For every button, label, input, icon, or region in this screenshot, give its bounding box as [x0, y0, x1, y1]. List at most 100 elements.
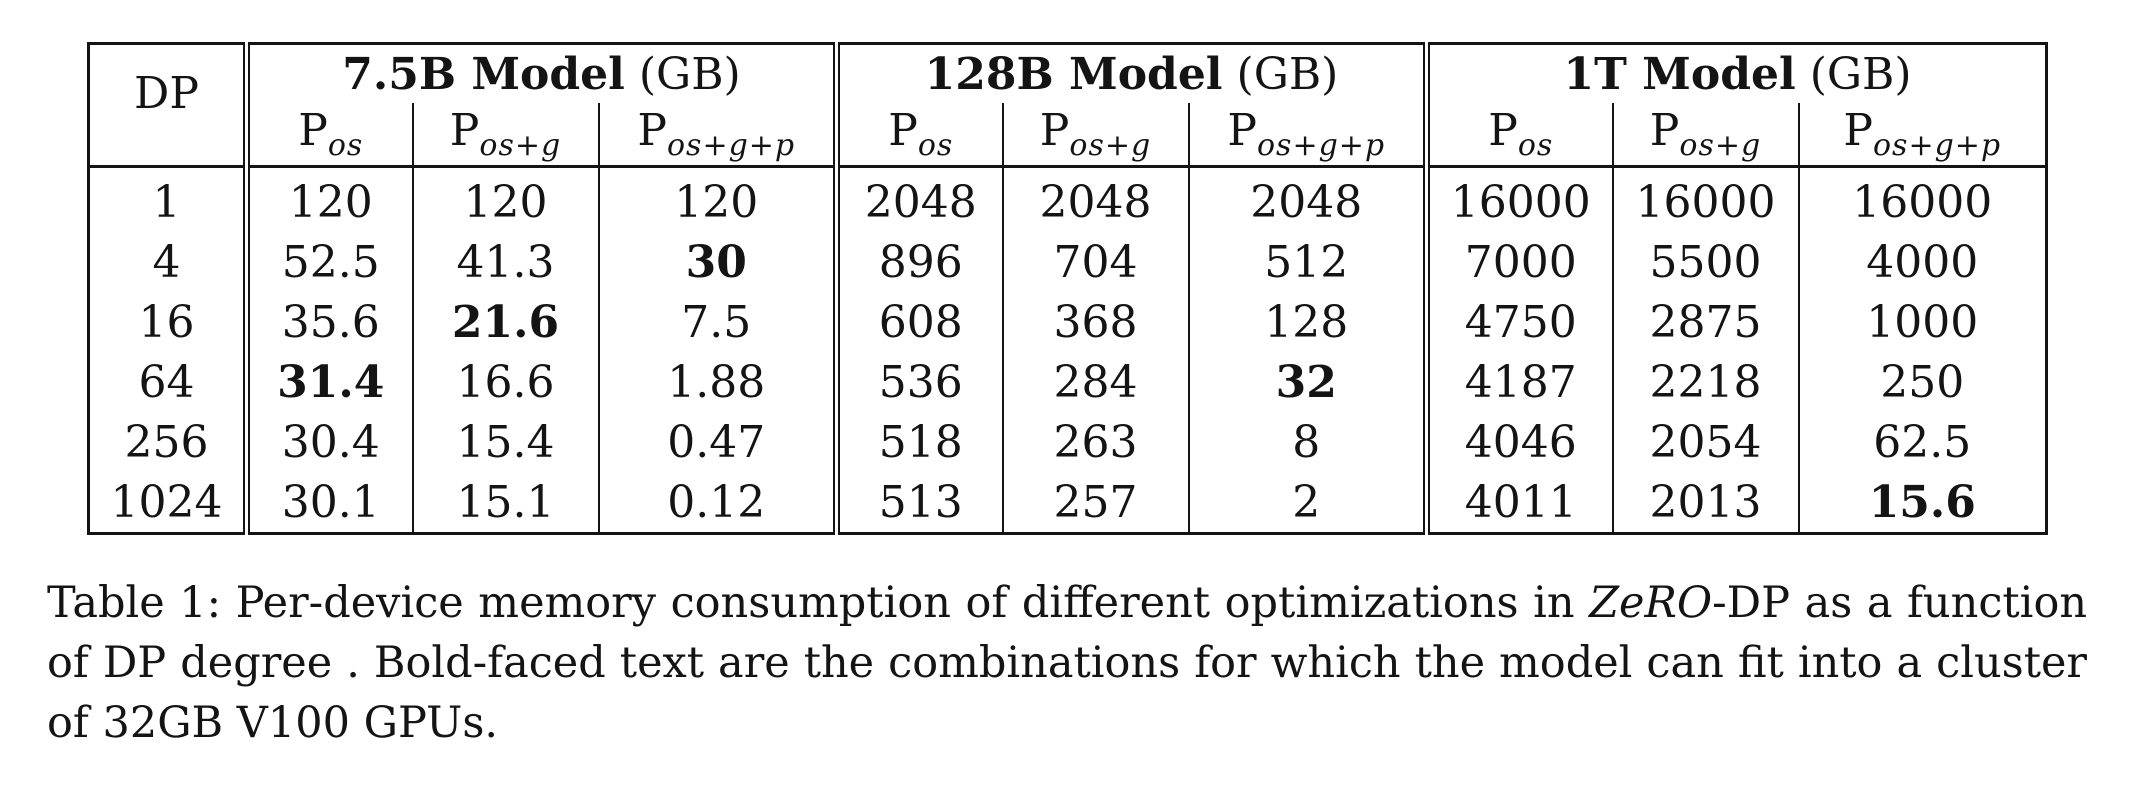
- column-header: Pos+g: [1611, 103, 1799, 168]
- value-cell: 2: [1187, 472, 1427, 535]
- value-cell: 30.4: [243, 412, 413, 472]
- value-cell: 2875: [1611, 292, 1799, 352]
- group-unit: (GB): [1236, 48, 1339, 100]
- column-header-base: P: [637, 105, 667, 156]
- column-header-subscript: os+g: [479, 128, 562, 163]
- value-cell: 2048: [833, 166, 1003, 232]
- value-cell: 120: [243, 166, 413, 232]
- column-header-subscript: os+g: [1679, 128, 1762, 163]
- dp-header-label: DP: [134, 67, 199, 119]
- table-row: 4 52.5 41.3 30 896 704 512 7000 5500 4000: [87, 232, 2049, 292]
- value-cell: 16000: [1423, 166, 1613, 232]
- group-unit: (GB): [1809, 48, 1912, 100]
- value-cell: 15.1: [411, 472, 599, 535]
- column-header-base: P: [1227, 105, 1257, 156]
- value-cell: 250: [1797, 352, 2049, 412]
- column-header: Pos: [1423, 103, 1613, 168]
- value-cell: 512: [1187, 232, 1427, 292]
- table-row: 64 31.4 16.6 1.88 536 284 32 4187 2218 250: [87, 352, 2049, 412]
- column-header-base: P: [1649, 105, 1680, 156]
- value-cell: 536: [833, 352, 1003, 412]
- column-header: Pos+g: [411, 103, 599, 168]
- column-header-base: P: [298, 105, 328, 156]
- group-header-128b: 128B Model (GB): [836, 42, 1431, 103]
- value-cell: 704: [1001, 232, 1189, 292]
- value-cell: 2218: [1611, 352, 1799, 412]
- group-unit: (GB): [638, 48, 741, 100]
- column-header: Pos+g+p: [1797, 103, 2049, 168]
- value-cell: 4750: [1423, 292, 1613, 352]
- column-header: Pos: [243, 103, 413, 168]
- value-cell: 4000: [1797, 232, 2049, 292]
- column-header-row: Pos Pos+g Pos+g+p Pos Pos+g Pos+g+p Pos Pos+g Po…: [89, 103, 2049, 168]
- value-cell: 4046: [1423, 412, 1613, 472]
- value-cell: 16000: [1611, 166, 1799, 232]
- value-cell: 15.4: [411, 412, 599, 472]
- value-cell: 41.3: [411, 232, 599, 292]
- value-cell: 1000: [1797, 292, 2049, 352]
- column-header-base: P: [1843, 105, 1873, 156]
- column-header-subscript: os+g: [1069, 128, 1152, 163]
- dp-header: DP: [87, 42, 247, 168]
- table-row: 1 120 120 120 2048 2048 2048 16000 16000 16000: [87, 166, 2049, 232]
- value-cell: 30.1: [243, 472, 413, 535]
- value-cell: 120: [411, 166, 599, 232]
- column-header-base: P: [1488, 105, 1518, 156]
- value-cell: 16.6: [411, 352, 599, 412]
- value-cell: 2048: [1187, 166, 1427, 232]
- value-cell: 1.88: [597, 352, 837, 412]
- column-header-subscript: os: [327, 128, 364, 163]
- group-header-1t: 1T Model (GB): [1426, 42, 2049, 103]
- column-header-subscript: os: [1517, 128, 1554, 163]
- value-cell: 30: [597, 232, 837, 292]
- value-cell: 513: [833, 472, 1003, 535]
- column-header-base: P: [888, 105, 918, 156]
- value-cell: 284: [1001, 352, 1189, 412]
- dp-cell: 1: [87, 166, 247, 232]
- value-cell: 5500: [1611, 232, 1799, 292]
- value-cell: 31.4: [243, 352, 413, 412]
- value-cell: 7.5: [597, 292, 837, 352]
- memory-table-container: DP 7.5B Model (GB) 128B Model (GB) 1T Mo…: [87, 42, 2049, 535]
- table-body: 1 120 120 120 2048 2048 2048 16000 16000 16000 4 52…: [87, 166, 2049, 535]
- value-cell: 4187: [1423, 352, 1613, 412]
- value-cell: 128: [1187, 292, 1427, 352]
- value-cell: 52.5: [243, 232, 413, 292]
- column-header-subscript: os: [917, 128, 954, 163]
- value-cell: 257: [1001, 472, 1189, 535]
- value-cell: 21.6: [411, 292, 599, 352]
- value-cell: 2013: [1611, 472, 1799, 535]
- caption-emphasis: ZeRO: [1589, 578, 1713, 628]
- column-header-base: P: [1039, 105, 1070, 156]
- value-cell: 32: [1187, 352, 1427, 412]
- column-header: Pos+g: [1001, 103, 1189, 168]
- group-name: 128B Model: [924, 48, 1223, 100]
- value-cell: 4011: [1423, 472, 1613, 535]
- value-cell: 608: [833, 292, 1003, 352]
- value-cell: 120: [597, 166, 837, 232]
- group-name: 7.5B Model: [342, 48, 625, 100]
- memory-table: DP 7.5B Model (GB) 128B Model (GB) 1T Mo…: [87, 42, 2049, 535]
- table-row: 1024 30.1 15.1 0.12 513 257 2 4011 2013 15.6: [87, 472, 2049, 535]
- column-header-subscript: os+g+p: [1256, 128, 1386, 163]
- group-header-row: DP 7.5B Model (GB) 128B Model (GB) 1T Mo…: [87, 42, 2049, 168]
- value-cell: 7000: [1423, 232, 1613, 292]
- dp-cell: 64: [87, 352, 247, 412]
- column-header-subscript: os+g+p: [1873, 128, 2002, 163]
- table-row: 16 35.6 21.6 7.5 608 368 128 4750 2875 1000: [87, 292, 2049, 352]
- value-cell: 263: [1001, 412, 1189, 472]
- caption-label: Table 1:: [47, 578, 222, 628]
- dp-cell: 1024: [87, 472, 247, 535]
- value-cell: 0.47: [597, 412, 837, 472]
- value-cell: 16000: [1797, 166, 2049, 232]
- value-cell: 35.6: [243, 292, 413, 352]
- column-header: Pos: [833, 103, 1003, 168]
- dp-cell: 16: [87, 292, 247, 352]
- table-row: 256 30.4 15.4 0.47 518 263 8 4046 2054 62.5: [87, 412, 2049, 472]
- value-cell: 2048: [1001, 166, 1189, 232]
- table-caption: Table 1: Per-device memory consumption o…: [47, 573, 2087, 753]
- caption-text: Per-device memory consumption of differe…: [235, 578, 1575, 628]
- value-cell: 15.6: [1797, 472, 2049, 535]
- column-header: Pos+g+p: [1187, 103, 1427, 168]
- group-name: 1T Model: [1563, 48, 1796, 100]
